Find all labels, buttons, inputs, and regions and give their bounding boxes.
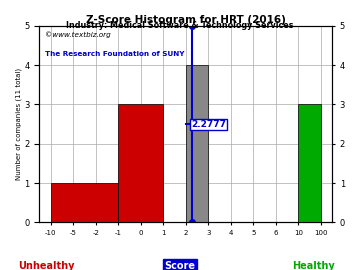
Title: Z-Score Histogram for HRT (2016): Z-Score Histogram for HRT (2016) bbox=[86, 15, 285, 25]
Text: Industry: Medical Software & Technology Services: Industry: Medical Software & Technology … bbox=[66, 21, 294, 30]
Bar bbox=[298, 104, 321, 222]
Text: Score: Score bbox=[165, 261, 195, 270]
Text: 2.2777: 2.2777 bbox=[191, 120, 226, 129]
Text: Unhealthy: Unhealthy bbox=[19, 261, 75, 270]
Bar bbox=[51, 183, 118, 222]
Bar bbox=[118, 104, 163, 222]
Text: ©www.textbiz.org: ©www.textbiz.org bbox=[45, 32, 111, 38]
Text: The Research Foundation of SUNY: The Research Foundation of SUNY bbox=[45, 51, 185, 57]
Bar bbox=[186, 65, 208, 222]
Y-axis label: Number of companies (11 total): Number of companies (11 total) bbox=[15, 68, 22, 180]
Text: Healthy: Healthy bbox=[292, 261, 334, 270]
